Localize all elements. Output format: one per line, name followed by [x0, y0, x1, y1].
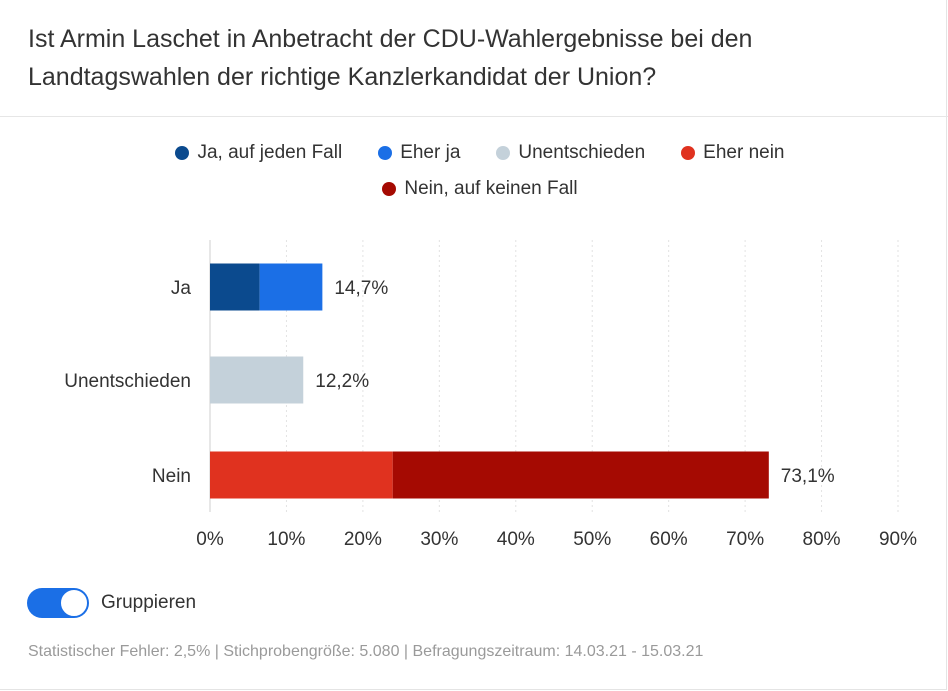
- x-tick-label: 80%: [803, 529, 841, 550]
- x-tick-label: 20%: [344, 529, 382, 550]
- legend-item[interactable]: Nein, auf keinen Fall: [382, 176, 578, 202]
- legend-label: Ja, auf jeden Fall: [197, 142, 343, 163]
- legend-item[interactable]: Unentschieden: [496, 140, 645, 166]
- category-label: Nein: [152, 466, 191, 487]
- legend-item[interactable]: Eher nein: [681, 140, 785, 166]
- footer-note: Statistischer Fehler: 2,5% | Stichproben…: [28, 643, 704, 660]
- toggle-switch[interactable]: [27, 588, 89, 618]
- x-tick-label: 30%: [420, 529, 458, 550]
- bar-chart: 0% 10% 20% 30% 40% 50% 60% 70% 80% 90% Ja Unentschi…: [64, 240, 917, 550]
- x-tick-label: 40%: [497, 529, 535, 550]
- x-tick-label: 50%: [573, 529, 611, 550]
- x-tick-label: 60%: [650, 529, 688, 550]
- legend-marker-icon: [496, 146, 511, 160]
- bar-segment: [210, 263, 260, 311]
- legend-marker-icon: [378, 146, 393, 160]
- legend-marker-icon: [681, 146, 696, 160]
- x-tick-label: 0%: [196, 529, 224, 550]
- title-divider: [0, 116, 948, 117]
- legend-label: Nein, auf keinen Fall: [404, 178, 578, 199]
- legend-label: Eher ja: [400, 142, 461, 163]
- legend-marker-icon: [175, 146, 190, 160]
- legend-item[interactable]: Eher ja: [378, 140, 460, 166]
- legend-marker-icon: [382, 182, 397, 196]
- legend-label: Unentschieden: [518, 142, 646, 163]
- toggle-label: Gruppieren: [101, 592, 197, 613]
- x-tick-label: 10%: [267, 529, 305, 550]
- group-toggle[interactable]: Gruppieren: [27, 588, 196, 618]
- bar-total-label: 73,1%: [781, 466, 835, 487]
- chart-legend: Ja, auf jeden Fall Eher ja Unentschieden Eh…: [100, 140, 860, 202]
- category-label: Ja: [171, 278, 192, 299]
- bar-segment: [210, 451, 393, 499]
- legend-label: Eher nein: [703, 142, 785, 163]
- category-label: Unentschieden: [64, 371, 191, 392]
- bar-total-label: 12,2%: [315, 371, 369, 392]
- toggle-knob: [60, 589, 88, 617]
- legend-item[interactable]: Ja, auf jeden Fall: [175, 140, 342, 166]
- bar-segment: [210, 356, 304, 404]
- bar-segment: [259, 263, 323, 311]
- x-tick-label: 90%: [879, 529, 917, 550]
- bar-segment: [392, 451, 769, 499]
- chart-title: Ist Armin Laschet in Anbetracht der CDU-…: [28, 25, 753, 91]
- x-tick-label: 70%: [726, 529, 764, 550]
- bar-total-label: 14,7%: [334, 278, 388, 299]
